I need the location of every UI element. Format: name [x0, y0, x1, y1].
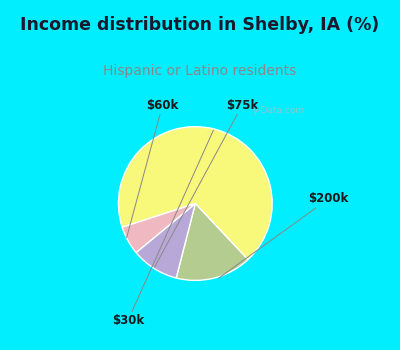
Text: $30k: $30k	[112, 130, 214, 327]
Wedge shape	[136, 204, 195, 278]
Text: y-Data.com: y-Data.com	[253, 106, 305, 116]
Wedge shape	[176, 204, 248, 280]
Text: $60k: $60k	[126, 99, 179, 238]
Text: Income distribution in Shelby, IA (%): Income distribution in Shelby, IA (%)	[20, 16, 380, 35]
Wedge shape	[118, 127, 272, 260]
Text: $75k: $75k	[154, 99, 258, 267]
Text: Hispanic or Latino residents: Hispanic or Latino residents	[103, 64, 297, 78]
Wedge shape	[122, 204, 195, 253]
Text: $200k: $200k	[218, 193, 348, 278]
